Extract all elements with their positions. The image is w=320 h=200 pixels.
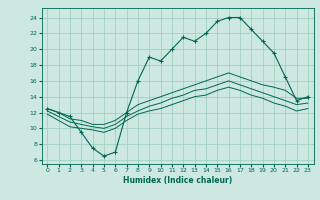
X-axis label: Humidex (Indice chaleur): Humidex (Indice chaleur) — [123, 176, 232, 185]
